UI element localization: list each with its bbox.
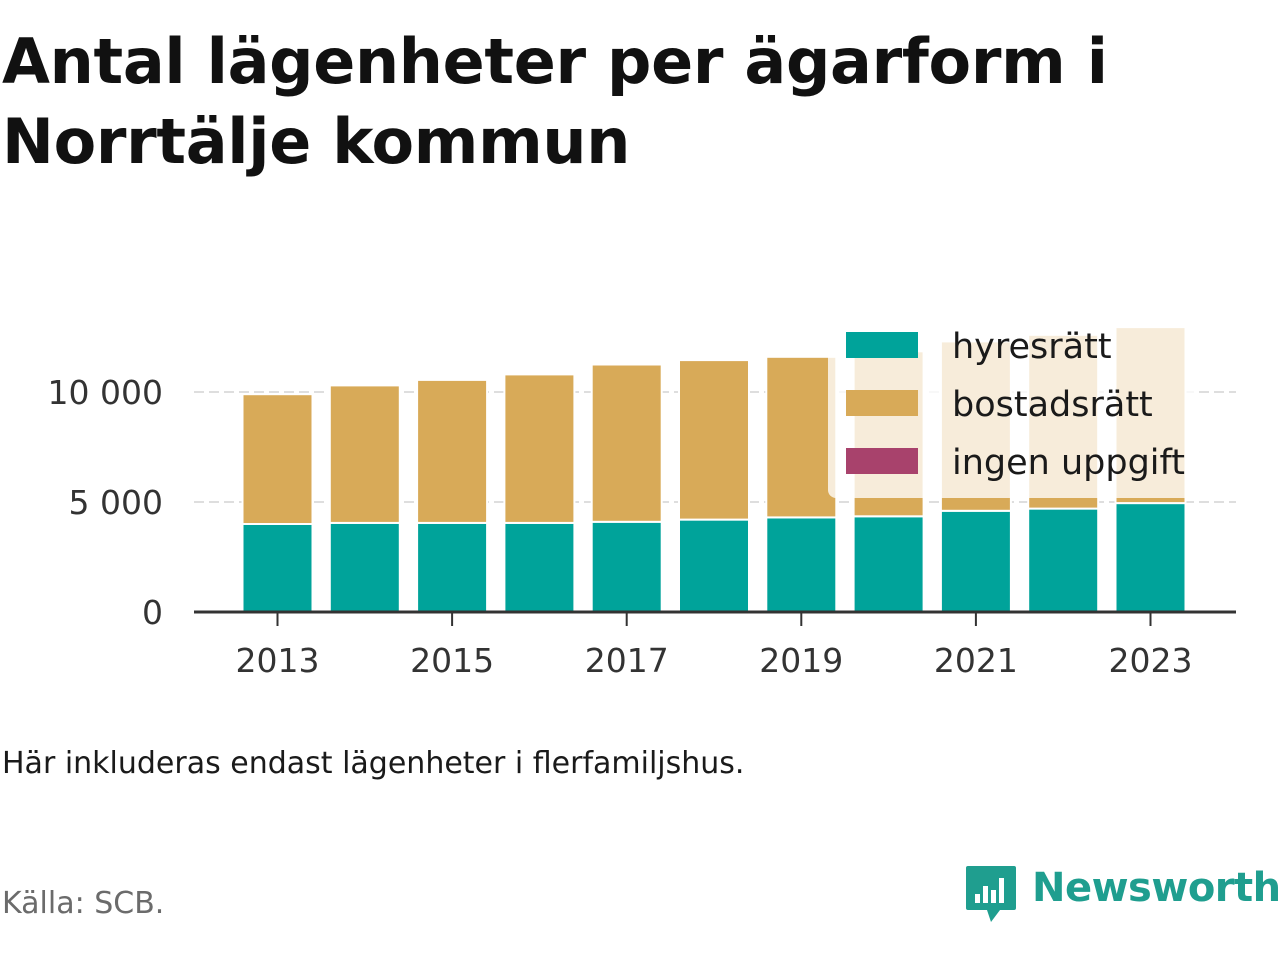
bar-segment xyxy=(328,384,401,524)
brand-logo: Newsworthy xyxy=(964,862,1280,926)
bar-segment xyxy=(416,378,489,524)
bar-segment xyxy=(503,521,576,613)
legend-background xyxy=(828,326,1198,498)
legend-swatch xyxy=(846,448,918,474)
x-tick-label: 2023 xyxy=(1109,641,1193,680)
bar-segment xyxy=(503,373,576,524)
y-tick-label: 0 xyxy=(142,593,163,632)
bar-segment xyxy=(939,509,1012,613)
bar-segment xyxy=(590,363,663,523)
legend-swatch xyxy=(846,332,918,358)
bar-segment xyxy=(241,393,314,525)
y-tick-label: 10 000 xyxy=(48,373,163,412)
newsworthy-logo-icon xyxy=(966,866,1016,922)
bar-segment xyxy=(590,520,663,613)
bar-segment xyxy=(328,521,401,613)
chart-title: Antal lägenheter per ägarform i Norrtälj… xyxy=(2,25,1108,178)
bar-segment xyxy=(765,355,838,519)
bar-segment xyxy=(1114,502,1187,614)
bar-segment xyxy=(416,521,489,613)
axes: 0 5 000 10 000 2013 2015 2017 2019 2021 2023 xyxy=(48,373,1236,680)
source-text: Källa: SCB. xyxy=(2,886,165,921)
x-tick-label: 2017 xyxy=(585,641,669,680)
bar-segment xyxy=(241,523,314,613)
bar-segment xyxy=(678,518,750,614)
bar-segment xyxy=(852,515,925,613)
legend-label: hyresrätt xyxy=(952,327,1112,367)
chart-note: Här inkluderas endast lägenheter i flerf… xyxy=(2,746,745,781)
y-tick-label: 5 000 xyxy=(69,483,163,522)
legend: hyresrätt bostadsrätt ingen uppgift xyxy=(828,326,1198,498)
legend-swatch xyxy=(846,390,918,416)
x-tick-label: 2013 xyxy=(236,641,320,680)
bar-segment xyxy=(765,516,838,613)
bar-segment xyxy=(678,359,750,521)
legend-label: bostadsrätt xyxy=(952,385,1153,425)
x-tick-label: 2019 xyxy=(759,641,843,680)
legend-label: ingen uppgift xyxy=(952,443,1185,483)
x-tick-label: 2021 xyxy=(934,641,1018,680)
bar-segment xyxy=(1027,507,1100,614)
x-tick-label: 2015 xyxy=(410,641,494,680)
stacked-bar-chart: 0 5 000 10 000 2013 2015 2017 2019 2021 2023 hyr… xyxy=(48,326,1236,680)
brand-name: Newsworthy xyxy=(1032,865,1280,911)
